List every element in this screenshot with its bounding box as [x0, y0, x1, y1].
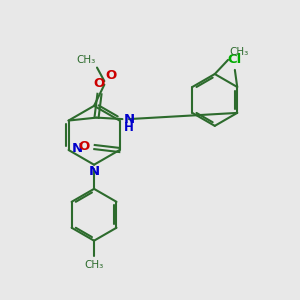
- Text: Cl: Cl: [228, 53, 242, 66]
- Text: N: N: [124, 113, 135, 126]
- Text: CH₃: CH₃: [230, 47, 249, 57]
- Text: O: O: [79, 140, 90, 153]
- Text: O: O: [106, 69, 117, 82]
- Text: CH₃: CH₃: [76, 55, 95, 64]
- Text: O: O: [94, 76, 105, 90]
- Text: N: N: [88, 165, 100, 178]
- Text: N: N: [72, 142, 83, 155]
- Text: CH₃: CH₃: [84, 260, 104, 269]
- Text: H: H: [124, 121, 134, 134]
